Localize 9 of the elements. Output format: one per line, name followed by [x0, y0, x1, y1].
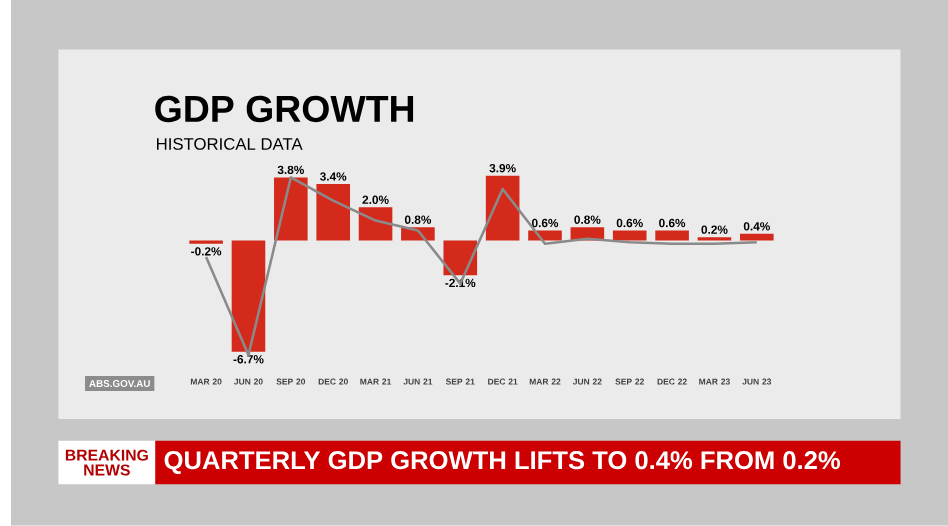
- bar: [740, 233, 774, 241]
- chart-subtitle: HISTORICAL DATA: [157, 138, 303, 150]
- bar: [655, 230, 689, 241]
- text: QUARTERLY GDP GROWTH LIFTS TO 0.4% FROM 0.2%: [164, 451, 841, 475]
- bar: [274, 177, 308, 241]
- bar: [316, 184, 350, 241]
- chart-title: GDP GROWTH: [155, 95, 414, 123]
- bar: [231, 240, 266, 352]
- bar: [612, 230, 647, 241]
